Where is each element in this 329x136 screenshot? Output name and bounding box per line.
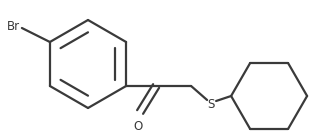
Text: Br: Br [7,21,20,33]
Text: S: S [207,98,215,111]
Text: O: O [134,120,143,133]
